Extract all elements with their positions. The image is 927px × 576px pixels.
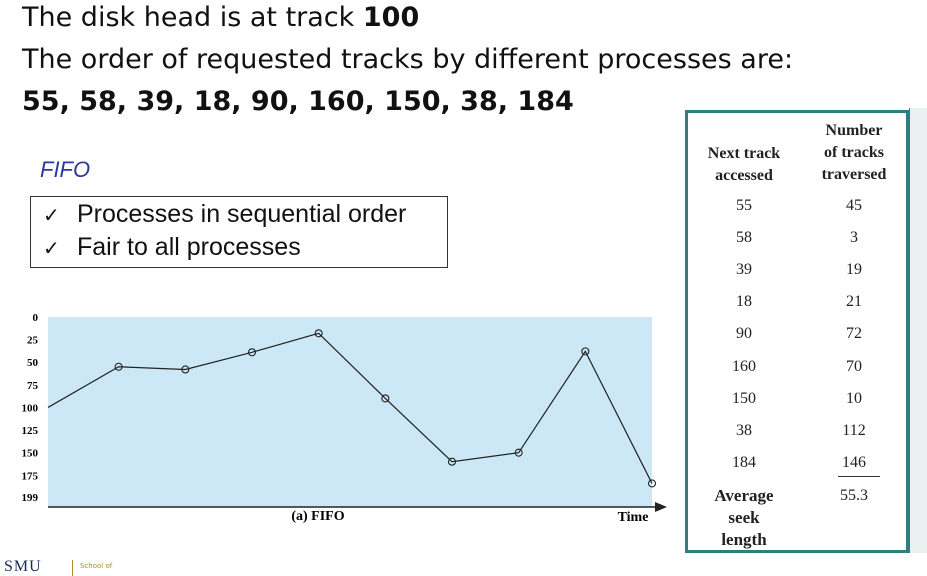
seek-point [381, 394, 390, 403]
school-label: School of [80, 562, 113, 570]
cell-next-track: 150 [732, 389, 756, 407]
request-sequence: 55, 58, 39, 18, 90, 160, 150, 38, 184 [22, 86, 574, 117]
cell-next-track: 58 [736, 229, 752, 247]
bullet-item: ✓ Fair to all processes [43, 233, 301, 262]
cell-next-track: 184 [732, 453, 756, 471]
seek-point [314, 329, 323, 338]
y-tick-label: 25 [27, 335, 39, 347]
bullet-text: Fair to all processes [77, 233, 301, 261]
check-icon: ✓ [43, 238, 60, 260]
head-position-value: 100 [362, 2, 420, 33]
seek-point [181, 365, 190, 374]
average-seek-value: 55.3 [840, 487, 868, 504]
y-tick-label: 125 [22, 425, 39, 437]
head-position-line: The disk head is at track 100 [22, 2, 419, 33]
seek-point [581, 347, 590, 356]
chart-caption: (a) FIFO [291, 509, 344, 524]
header-next-track: Next track accessed [707, 145, 781, 184]
seek-point [647, 479, 657, 488]
cell-next-track: 55 [736, 197, 752, 214]
fifo-chart: 0 25 50 75 100 125 150 175 199 (a) FIFO Time [22, 312, 667, 525]
y-tick-label: 150 [22, 448, 39, 460]
fifo-table: Next track accessed Number of tracks tra… [685, 110, 909, 553]
cell-tracks-traversed: 146 [842, 453, 866, 471]
seek-points [114, 329, 657, 488]
cell-next-track: 18 [736, 293, 752, 311]
footer-divider [72, 560, 73, 576]
cell-tracks-traversed: 70 [846, 357, 862, 375]
head-position-prefix: The disk head is at track [22, 2, 363, 33]
cell-tracks-traversed: 3 [850, 229, 858, 247]
fifo-label: FIFO [40, 157, 91, 182]
y-tick-label: 75 [27, 380, 39, 392]
right-panel-edge [909, 108, 927, 553]
cell-tracks-traversed: 112 [842, 421, 866, 439]
y-tick-label: 175 [22, 470, 39, 482]
cell-tracks-traversed: 10 [846, 389, 862, 407]
cell-next-track: 160 [732, 357, 756, 375]
cell-next-track: 90 [736, 325, 752, 343]
fifo-properties-box: ✓ Processes in sequential order ✓ Fair to … [30, 196, 448, 268]
cell-next-track: 38 [736, 421, 752, 439]
seek-point [447, 457, 457, 466]
y-tick-label: 100 [22, 402, 39, 414]
plot-area [48, 317, 652, 507]
x-axis-label: Time [618, 510, 649, 525]
cell-tracks-traversed: 21 [846, 293, 862, 311]
y-tick-label: 50 [27, 357, 39, 369]
check-icon: ✓ [43, 205, 60, 227]
sum-rule [838, 476, 880, 477]
y-axis-ticks: 0 25 50 75 100 125 150 175 199 [22, 312, 39, 504]
seek-point [114, 362, 123, 371]
smu-logo: SMU [4, 558, 42, 575]
cell-next-track: 39 [736, 261, 752, 279]
request-order-line: The order of requested tracks by differe… [22, 44, 794, 75]
header-tracks-traversed: Number of tracks traversed [821, 122, 887, 183]
seek-path-line [47, 332, 653, 484]
seek-point [247, 348, 257, 357]
bullet-text: Processes in sequential order [77, 200, 407, 228]
cell-tracks-traversed: 72 [846, 325, 862, 343]
cell-tracks-traversed: 19 [846, 261, 862, 279]
seek-point [514, 448, 523, 457]
x-axis-arrow-icon [655, 502, 667, 512]
y-tick-label: 0 [33, 312, 39, 324]
y-tick-label: 199 [22, 492, 39, 504]
bullet-item: ✓ Processes in sequential order [43, 200, 406, 229]
cell-tracks-traversed: 45 [846, 197, 862, 214]
average-seek-label: Average seek length [714, 486, 774, 549]
